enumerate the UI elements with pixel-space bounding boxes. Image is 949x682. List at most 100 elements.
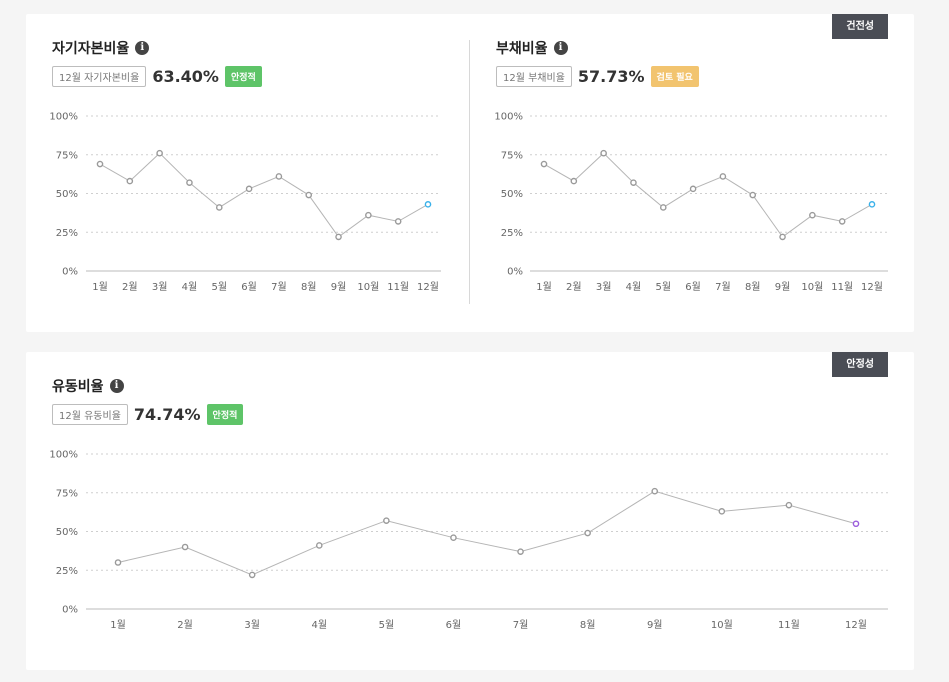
data-point [248, 571, 256, 579]
x-tick-label: 8월 [745, 281, 761, 293]
x-tick-label: 2월 [566, 281, 582, 293]
x-tick-label: 11월 [778, 619, 800, 631]
x-tick-label: 1월 [110, 619, 126, 631]
category-tag: 안정성 [832, 352, 888, 377]
x-tick-label: 12월 [845, 619, 867, 631]
data-point [718, 508, 726, 515]
metric-row: 12월 자기자본비율 63.40% 안정적 [52, 66, 262, 87]
x-tick-label: 5월 [655, 281, 671, 293]
panel-title-row: 유동비율 i [52, 376, 124, 396]
liquidity-card: 안정성 유동비율 i 12월 유동비율 74.74% 안정적 [26, 352, 914, 670]
metric-value: 63.40% [152, 67, 219, 86]
data-point [749, 191, 757, 199]
info-icon[interactable]: i [109, 379, 124, 393]
period-label: 12월 유동비율 [52, 404, 128, 425]
panel-title: 자기자본비율 [52, 41, 130, 57]
x-tick-label: 12월 [417, 281, 439, 293]
y-tick-label: 100% [494, 112, 523, 123]
panel-title-row: 자기자본비율 i [52, 38, 150, 58]
period-label: 12월 부채비율 [496, 66, 572, 87]
status-badge: 검토 필요 [650, 66, 699, 87]
data-point [651, 487, 659, 495]
data-point [305, 191, 313, 199]
data-point [126, 177, 134, 185]
data-point [630, 179, 637, 186]
metric-row: 12월 부채비율 57.73% 검토 필요 [496, 66, 699, 87]
y-tick-label: 100% [49, 112, 78, 123]
x-tick-label: 11월 [831, 281, 853, 293]
x-tick-label: 3월 [244, 619, 260, 631]
x-tick-label: 4월 [311, 619, 327, 631]
data-point [779, 233, 786, 241]
series-line [543, 152, 873, 238]
x-tick-label: 3월 [596, 281, 612, 293]
x-tick-label: 5월 [379, 619, 395, 631]
x-tick-label: 4월 [626, 281, 642, 293]
data-point [365, 211, 372, 219]
x-tick-label: 6월 [241, 281, 257, 293]
x-tick-label: 10월 [357, 281, 379, 293]
x-tick-label: 12월 [861, 281, 883, 293]
x-tick-label: 3월 [152, 281, 168, 293]
data-point [275, 173, 283, 180]
x-tick-label: 11월 [387, 281, 409, 293]
y-tick-label: 25% [56, 566, 78, 577]
y-tick-label: 0% [62, 267, 78, 278]
panel-title-row: 부채비율 i [496, 38, 568, 58]
data-point [215, 204, 223, 211]
data-point [570, 177, 578, 185]
data-point [114, 559, 122, 566]
x-tick-label: 10월 [711, 619, 733, 631]
data-point [838, 218, 846, 225]
metric-value: 74.74% [133, 405, 201, 424]
metric-row: 12월 유동비율 74.74% 안정적 [52, 404, 244, 425]
series-line [99, 152, 429, 238]
y-tick-label: 25% [501, 228, 523, 239]
x-tick-label: 8월 [301, 281, 317, 293]
metric-value: 57.73% [577, 67, 645, 86]
data-point [659, 204, 667, 211]
x-tick-label: 5월 [211, 281, 227, 293]
x-tick-label: 7월 [271, 281, 287, 293]
latest-data-point [424, 201, 432, 208]
x-tick-label: 1월 [92, 281, 108, 293]
y-tick-label: 75% [56, 488, 78, 499]
data-point [785, 501, 793, 509]
x-tick-label: 9월 [331, 281, 347, 293]
y-tick-label: 50% [56, 189, 78, 200]
stability-card: 건전성 자기자본비율 i 12월 자기자본비율 63.40% 안정적 부채비율 … [26, 14, 914, 332]
y-tick-label: 0% [62, 605, 78, 616]
data-point [186, 179, 193, 186]
data-point [156, 149, 163, 157]
y-tick-label: 75% [501, 150, 523, 161]
y-tick-label: 50% [501, 189, 523, 200]
data-point [181, 543, 189, 551]
data-point [517, 548, 524, 555]
latest-data-point [868, 201, 876, 208]
data-point [383, 517, 390, 524]
data-point [394, 218, 402, 225]
data-point [600, 149, 607, 157]
data-point [584, 529, 591, 537]
data-point [96, 160, 104, 168]
panel-title: 유동비율 [52, 379, 104, 395]
x-tick-label: 6월 [685, 281, 701, 293]
x-tick-label: 2월 [177, 619, 193, 631]
x-tick-label: 4월 [182, 281, 198, 293]
info-icon[interactable]: i [135, 41, 150, 55]
data-point [245, 185, 253, 193]
info-icon[interactable]: i [553, 41, 568, 55]
data-point [689, 185, 697, 193]
panel-title: 부채비율 [496, 41, 548, 57]
data-point [540, 160, 548, 168]
y-tick-label: 0% [507, 267, 523, 278]
status-badge: 안정적 [224, 66, 262, 87]
data-point [719, 173, 727, 180]
y-tick-label: 50% [56, 527, 78, 538]
x-tick-label: 8월 [580, 619, 596, 631]
y-tick-label: 100% [49, 450, 78, 461]
status-badge: 안정적 [206, 404, 244, 425]
x-tick-label: 2월 [122, 281, 138, 293]
data-point [335, 233, 342, 241]
